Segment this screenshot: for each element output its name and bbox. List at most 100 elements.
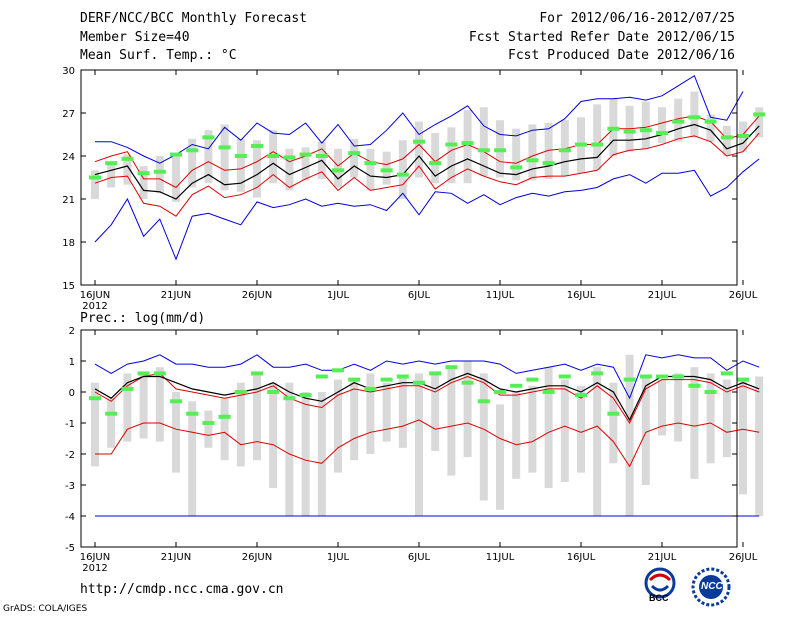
spread-box [123,373,132,442]
y-tick-label: -4 [65,512,75,523]
spread-box [544,123,553,179]
obs-marker [234,390,247,394]
x-tick-label: 6JUL [408,290,431,301]
obs-marker [283,396,296,401]
spread-box [415,121,423,178]
spread-box [528,385,537,473]
x-tick-label: 6JUL [408,552,431,563]
spread-box [236,382,245,467]
spread-box [544,367,553,489]
obs-marker [558,148,571,153]
obs-marker [413,139,425,144]
obs-marker [186,411,199,416]
x-tick-label: 16JUN [80,552,110,563]
y-tick-label: 0 [69,388,75,399]
obs-marker [396,374,409,379]
spread-box [593,104,602,171]
obs-marker [720,135,733,140]
spread-box [91,170,99,199]
y-tick-label: 18 [62,238,75,249]
obs-marker [218,145,231,150]
spread-box [739,379,747,495]
obs-marker [526,377,539,382]
upper-red-line [94,372,760,425]
ncc-logo: NCC [690,566,732,608]
spread-box [334,148,342,188]
spread-box [107,163,116,188]
obs-marker [380,377,393,382]
spread-box [220,124,229,191]
obs-marker [299,152,312,157]
spread-box [431,373,440,451]
x-tick-label: 11JUL [486,552,515,563]
obs-marker [153,371,166,376]
obs-marker [753,112,766,117]
spread-box [285,148,294,191]
chart-title: DERF/NCC/BCC Monthly Forecast [80,11,307,26]
obs-marker [445,365,458,370]
obs-marker [510,383,523,388]
x-tick-label: 21JUL [648,290,677,301]
spread-box [204,130,213,184]
spread-box [593,367,602,516]
obs-marker [510,165,523,170]
lower-red-line [94,132,760,217]
x-tick-label: 21JUL [648,552,677,563]
obs-marker [315,154,328,158]
obs-marker [607,411,620,416]
upper-red-line [94,115,760,189]
y-tick-label: -1 [65,419,75,430]
obs-marker [607,126,620,131]
obs-marker [186,148,199,153]
obs-marker [315,374,328,379]
spread-box [382,151,391,185]
spread-box [285,382,294,516]
spread-box [496,404,504,510]
obs-marker [591,142,604,147]
ensemble-mean-line [94,372,760,422]
spread-box [722,125,731,156]
obs-marker [299,393,312,398]
spread-box [155,156,164,194]
forecast-period: For 2012/06/16-2012/07/25 [539,11,735,26]
spread-box [463,361,472,458]
y-tick-label: 30 [62,66,75,77]
spread-box [512,392,521,479]
spread-box [366,148,375,191]
obs-marker [656,131,668,136]
spread-box [690,367,699,479]
obs-marker [445,142,458,147]
spread-box [301,147,310,181]
obs-marker [234,154,247,158]
spread-box [479,373,488,501]
obs-marker [704,119,717,124]
upper-blue-line [95,74,744,164]
spread-box [139,166,148,199]
obs-marker [170,399,182,404]
spread-box [706,373,715,464]
spread-box [609,382,618,464]
ensemble-mean-line [94,123,760,200]
spread-box [350,379,359,461]
x-tick-label: 16JUL [567,552,596,563]
spread-box [188,138,197,188]
spread-box [91,382,99,467]
spread-box [123,154,132,185]
x-tick-year: 2012 [82,301,107,312]
obs-marker [542,161,555,166]
obs-marker [639,374,652,379]
obs-marker [380,168,393,173]
y-tick-label: -5 [65,543,75,554]
obs-marker [348,377,361,382]
lower-red-line [95,419,760,468]
spread-box [253,140,261,198]
bcc-logo-text: BCC [649,593,669,603]
plot-frame [80,329,738,548]
spread-box [479,107,488,177]
x-tick-label: 1JUL [327,290,350,301]
obs-marker [477,399,490,404]
x-tick-label: 21JUN [161,290,191,301]
source-url[interactable]: http://cmdp.ncc.cma.gov.cn [80,582,284,597]
refer-date: Fcst Started Refer Date 2012/06/15 [468,30,735,45]
